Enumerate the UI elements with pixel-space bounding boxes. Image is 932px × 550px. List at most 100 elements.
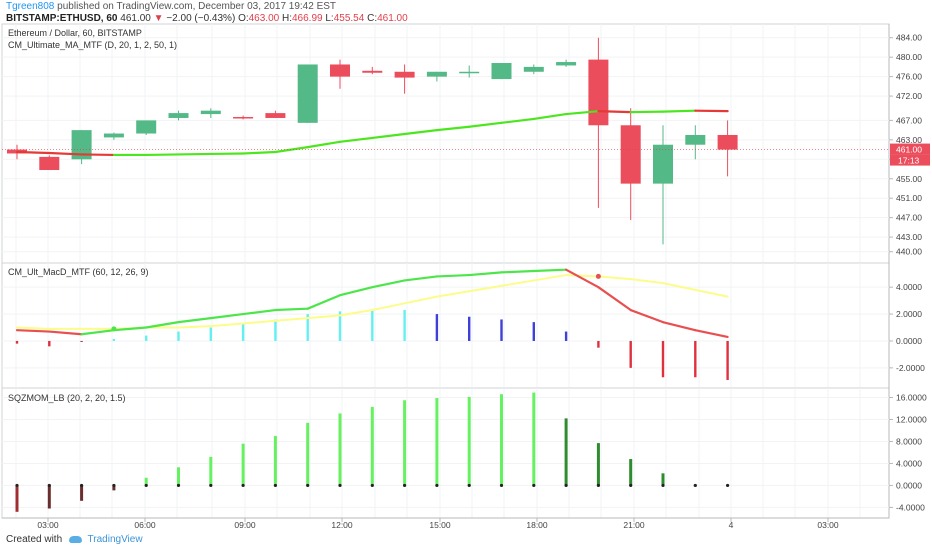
- pane-frame: [1, 23, 890, 264]
- macd-line-segment: [306, 294, 342, 310]
- macd-cross-dot: [111, 326, 117, 332]
- macd-line-segment: [112, 326, 148, 332]
- tradingview-brand[interactable]: TradingView: [87, 534, 143, 545]
- candle-body: [620, 125, 641, 184]
- price-tick-label: 476.00: [896, 72, 922, 82]
- price-tick-label: 472.00: [896, 91, 922, 101]
- ma-line-segment: [15, 150, 51, 155]
- macd-hist-bar: [500, 319, 503, 341]
- sqz-dot: [564, 483, 568, 488]
- sqz-hist-bar: [403, 400, 407, 486]
- x-tick-label: 06:00: [134, 520, 156, 530]
- ma-line-segment: [403, 129, 438, 136]
- ma-line-segment: [242, 150, 277, 155]
- macd-hist-bar: [629, 340, 632, 368]
- macd-line-segment: [597, 286, 632, 312]
- macd-tick-label: 4.0000: [896, 282, 922, 292]
- signal-line-segment: [532, 274, 568, 282]
- price-tick-label: 467.00: [896, 115, 922, 125]
- signal-line-segment: [662, 282, 697, 291]
- candle-body: [523, 66, 544, 72]
- macd-hist-bar: [403, 310, 406, 341]
- sqz-dot: [467, 483, 471, 488]
- macd-line-segment: [15, 329, 51, 333]
- sqz-dot: [306, 483, 310, 488]
- macd-hist-bar: [274, 319, 277, 341]
- sqz-hist-bar: [596, 443, 600, 486]
- sqz-dot: [596, 483, 601, 488]
- macd-line-segment: [338, 286, 374, 297]
- sqz-dot: [403, 483, 407, 488]
- footer: Created with TradingView: [6, 534, 143, 545]
- candle-body: [39, 156, 60, 171]
- candle-body: [394, 71, 415, 78]
- macd-line-segment: [629, 308, 665, 324]
- sqz-hist-bar: [177, 467, 180, 486]
- sqz-hist-bar: [209, 456, 213, 486]
- ma-line-segment: [48, 151, 83, 156]
- macd-cross-dot: [595, 273, 601, 279]
- x-tick-label: 09:00: [234, 520, 256, 530]
- candle-body: [653, 144, 673, 184]
- macd-hist-bar: [112, 338, 116, 341]
- sqz-hist-bar: [112, 485, 116, 491]
- macd-hist-bar: [468, 316, 471, 341]
- last-price-tag: [890, 143, 930, 155]
- candle-body: [330, 64, 350, 77]
- macd-hist-bar: [145, 335, 148, 341]
- x-tick-label: 12:00: [331, 520, 353, 530]
- macd-line-segment: [468, 271, 503, 277]
- cloud-logo-icon: [68, 535, 82, 543]
- x-tick-label: 03:00: [37, 520, 59, 530]
- macd-hist-bar: [597, 340, 600, 348]
- signal-line-segment: [274, 317, 309, 322]
- candle-body: [426, 71, 447, 77]
- sqz-tick-label: 12.0000: [896, 414, 927, 424]
- macd-line-segment: [48, 330, 83, 336]
- macd-hist-bar: [371, 310, 374, 341]
- macd-hist-bar: [241, 323, 245, 341]
- macd-hist-bar: [338, 311, 342, 341]
- signal-line-segment: [565, 274, 600, 278]
- price-tick-label: 447.00: [896, 213, 922, 223]
- ma-line-segment: [532, 112, 568, 121]
- sqz-dot: [144, 483, 148, 488]
- ma-line-segment: [338, 136, 374, 143]
- x-tick-label: 15:00: [429, 520, 451, 530]
- published-text: published on TradingView.com, December 0…: [57, 1, 337, 12]
- price-tick-label: 443.00: [896, 232, 922, 242]
- macd-indicator-label: CM_Ult_MacD_MTF (60, 12, 26, 9): [8, 267, 149, 277]
- ma-line-segment: [500, 117, 535, 124]
- price-tick-label: 463.00: [896, 135, 922, 145]
- price-tick-label: 451.00: [896, 193, 922, 203]
- sqz-dot: [693, 483, 697, 488]
- macd-hist-bar: [177, 331, 180, 341]
- macd-hist-bar: [661, 340, 665, 378]
- author-link[interactable]: Tgreen808: [6, 1, 55, 12]
- sqz-hist-bar: [306, 422, 310, 486]
- sqz-hist-bar: [500, 394, 503, 486]
- price-change: −2.00 (−0.43%): [166, 13, 236, 24]
- sqz-dot: [726, 483, 730, 488]
- sqz-hist-bar: [661, 473, 665, 486]
- macd-tick-label: -2.0000: [896, 363, 925, 373]
- sqz-tick-label: 8.0000: [896, 436, 922, 446]
- sqz-hist-bar: [144, 477, 148, 486]
- sqz-tick-label: 16.0000: [896, 392, 927, 402]
- price-tick-label: 440.00: [896, 247, 922, 257]
- macd-hist-bar: [48, 340, 51, 347]
- sqz-dot: [499, 483, 504, 488]
- sqz-tick-label: 4.0000: [896, 458, 922, 468]
- sqz-hist-bar: [273, 435, 277, 486]
- sqz-dot: [80, 483, 84, 488]
- sqz-dot: [209, 483, 213, 488]
- symbol-label: BITSTAMP:ETHUSD, 60: [6, 13, 118, 24]
- macd-hist-bar: [209, 327, 212, 341]
- signal-line-segment: [468, 284, 503, 293]
- x-tick-label: 03:00: [817, 520, 839, 530]
- ma-line-segment: [661, 109, 697, 113]
- candle-body: [362, 70, 383, 73]
- created-with-text: Created with: [6, 534, 63, 545]
- price-tick-label: 480.00: [896, 52, 922, 62]
